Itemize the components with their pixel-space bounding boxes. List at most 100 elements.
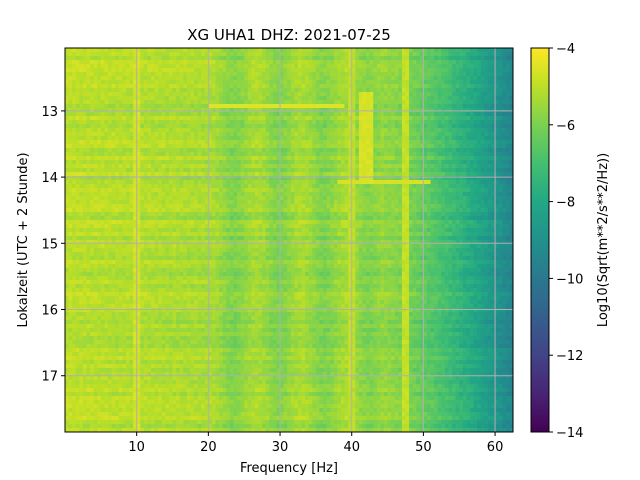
heatmap-cell	[355, 72, 360, 77]
heatmap-cell	[79, 184, 84, 189]
heatmap-cell	[398, 200, 403, 205]
heatmap-cell	[323, 200, 328, 205]
heatmap-cell	[459, 172, 464, 177]
heatmap-cell	[398, 56, 403, 61]
heatmap-cell	[226, 96, 231, 101]
heatmap-cell	[348, 184, 353, 189]
heatmap-cell	[183, 184, 188, 189]
heatmap-cell	[82, 160, 88, 165]
heatmap-cell	[108, 180, 113, 185]
heatmap-cell	[473, 164, 478, 169]
heatmap-cell	[65, 84, 70, 89]
heatmap-cell	[208, 108, 213, 113]
heatmap-cell	[86, 164, 91, 169]
heatmap-cell	[151, 104, 156, 109]
heatmap-cell	[258, 116, 263, 121]
heatmap-cell	[362, 52, 367, 57]
heatmap-cell	[176, 124, 181, 129]
heatmap-cell	[151, 68, 156, 73]
heatmap-cell	[122, 112, 127, 117]
heatmap-cell	[100, 176, 106, 181]
heatmap-cell	[151, 156, 156, 161]
heatmap-cell	[376, 68, 381, 73]
heatmap-cell	[190, 184, 195, 189]
heatmap-cell	[477, 136, 482, 141]
heatmap-cell	[505, 180, 511, 185]
heatmap-cell	[244, 200, 249, 205]
heatmap-cell	[305, 108, 310, 113]
heatmap-cell	[79, 120, 84, 125]
heatmap-cell	[240, 204, 245, 209]
heatmap-cell	[466, 116, 471, 121]
heatmap-cell	[459, 128, 464, 133]
heatmap-cell	[459, 136, 464, 141]
heatmap-cell	[197, 156, 202, 161]
heatmap-cell	[90, 100, 95, 105]
heatmap-cell	[416, 144, 421, 149]
heatmap-cell	[394, 64, 399, 69]
heatmap-cell	[161, 160, 166, 165]
heatmap-cell	[376, 200, 381, 205]
heatmap-cell	[480, 196, 485, 201]
heatmap-cell	[104, 108, 109, 113]
heatmap-cell	[487, 160, 493, 165]
heatmap-cell	[373, 164, 378, 169]
heatmap-cell	[441, 136, 446, 141]
heatmap-cell	[251, 136, 256, 141]
heatmap-cell	[326, 68, 331, 73]
heatmap-cell	[319, 120, 324, 125]
heatmap-cell	[154, 140, 159, 145]
heatmap-cell	[186, 156, 192, 161]
heatmap-cell	[254, 168, 260, 173]
heatmap-cell	[229, 176, 235, 181]
heatmap-cell	[455, 96, 460, 101]
heatmap-cell	[75, 68, 80, 73]
heatmap-cell	[444, 112, 450, 117]
heatmap-cell	[272, 136, 278, 141]
heatmap-cell	[172, 164, 177, 169]
heatmap-cell	[409, 200, 414, 205]
heatmap-cell	[90, 160, 95, 165]
heatmap-cell	[455, 112, 460, 117]
heatmap-cell	[122, 72, 127, 77]
heatmap-cell	[509, 72, 513, 77]
heatmap-cell	[348, 64, 353, 69]
heatmap-cell	[434, 196, 439, 201]
heatmap-cell	[115, 76, 120, 81]
heatmap-cell	[491, 100, 496, 105]
heatmap-cell	[265, 76, 270, 81]
heatmap-cell	[308, 124, 313, 129]
heatmap-cell	[426, 172, 432, 177]
heatmap-cell	[115, 48, 120, 53]
heatmap-cell	[247, 152, 252, 157]
heatmap-cell	[376, 184, 381, 189]
heatmap-cell	[409, 148, 414, 153]
heatmap-cell	[290, 152, 295, 157]
heatmap-cell	[484, 160, 489, 165]
heatmap-cell	[498, 172, 503, 177]
heatmap-cell	[194, 144, 199, 149]
heatmap-cell	[93, 136, 98, 141]
heatmap-cell	[247, 64, 252, 69]
heatmap-cell	[140, 164, 145, 169]
heatmap-cell	[416, 56, 421, 61]
heatmap-cell	[168, 68, 174, 73]
heatmap-cell	[122, 68, 127, 73]
heatmap-cell	[452, 72, 457, 77]
heatmap-cell	[140, 160, 145, 165]
heatmap-cell	[358, 172, 364, 177]
heatmap-cell	[186, 80, 192, 85]
heatmap-cell	[118, 180, 123, 185]
heatmap-cell	[136, 124, 141, 129]
heatmap-cell	[426, 100, 432, 105]
heatmap-cell	[455, 120, 460, 125]
heatmap-cell	[498, 156, 503, 161]
heatmap-cell	[301, 132, 306, 137]
heatmap-cell	[398, 68, 403, 73]
heatmap-cell	[444, 88, 450, 93]
heatmap-cell	[244, 56, 249, 61]
heatmap-cell	[477, 76, 482, 81]
heatmap-cell	[391, 188, 396, 193]
heatmap-cell	[244, 132, 249, 137]
heatmap-cell	[466, 104, 471, 109]
